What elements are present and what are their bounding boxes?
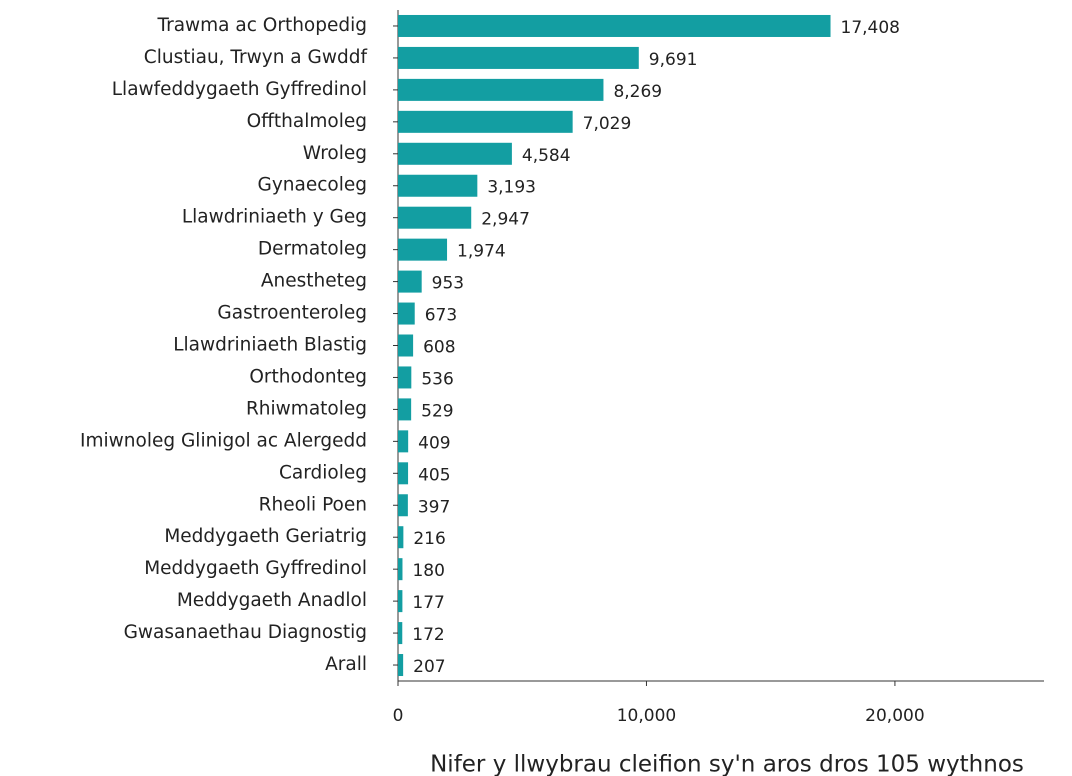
category-label: Llawdriniaeth Blastig [173, 335, 367, 356]
bar [398, 526, 404, 549]
bar [398, 494, 408, 517]
category-label: Llawdriniaeth y Geg [182, 207, 367, 228]
value-label: 397 [418, 497, 450, 517]
value-label: 216 [413, 529, 445, 549]
category-label: Anestheteg [261, 271, 367, 292]
bar [398, 46, 639, 69]
bar [398, 462, 409, 485]
bar [398, 590, 403, 613]
bar [398, 110, 573, 133]
bar [398, 430, 409, 453]
value-label: 3,193 [487, 178, 536, 198]
category-label: Orthodonteg [249, 366, 367, 387]
value-label: 2,947 [481, 210, 530, 230]
bar [398, 206, 472, 229]
value-label: 207 [413, 657, 445, 677]
bar [398, 270, 422, 293]
x-tick-label: 0 [393, 706, 404, 726]
bar [398, 14, 831, 37]
x-tick-label: 20,000 [865, 706, 924, 726]
value-label: 17,408 [841, 18, 900, 38]
bar [398, 302, 415, 325]
category-label: Wroleg [303, 143, 367, 164]
value-label: 180 [412, 561, 444, 581]
value-label: 172 [412, 625, 444, 645]
category-label: Dermatoleg [258, 239, 367, 260]
value-label: 529 [421, 401, 453, 421]
value-label: 4,584 [522, 146, 571, 166]
bar [398, 622, 403, 645]
category-label: Offthalmoleg [247, 111, 367, 132]
category-label: Gwasanaethau Diagnostig [124, 622, 367, 643]
category-label: Rhiwmatoleg [246, 398, 367, 419]
x-axis-title: Nifer y llwybrau cleifion sy'n aros dros… [430, 752, 1024, 776]
value-label: 673 [425, 306, 457, 326]
value-label: 409 [418, 433, 450, 453]
category-label: Rheoli Poen [259, 494, 367, 515]
category-label: Cardioleg [279, 462, 367, 483]
category-label: Meddygaeth Anadlol [177, 590, 367, 611]
value-label: 9,691 [649, 50, 698, 70]
x-tick-label: 10,000 [617, 706, 676, 726]
value-label: 405 [418, 465, 450, 485]
bar [398, 238, 448, 261]
value-label: 536 [421, 369, 453, 389]
category-label: Clustiau, Trwyn a Gwddf [144, 47, 368, 68]
category-label: Imiwnoleg Glinigol ac Alergedd [80, 430, 367, 451]
category-label: Trawma ac Orthopedig [157, 15, 368, 36]
bar [398, 174, 478, 197]
value-label: 1,974 [457, 242, 506, 262]
category-label: Meddygaeth Gyffredinol [144, 558, 367, 579]
value-label: 8,269 [613, 82, 662, 102]
value-label: 7,029 [583, 114, 632, 134]
value-label: 608 [423, 338, 455, 358]
category-label: Arall [325, 654, 367, 675]
bar [398, 366, 412, 389]
value-label: 177 [412, 593, 444, 613]
category-label: Gynaecoleg [258, 175, 367, 196]
bar [398, 142, 512, 165]
bar [398, 654, 404, 677]
bar [398, 558, 403, 581]
value-label: 953 [432, 274, 464, 294]
bar [398, 78, 604, 101]
bar [398, 398, 412, 421]
category-label: Llawfeddygaeth Gyffredinol [112, 79, 367, 100]
bar [398, 334, 414, 357]
category-label: Meddygaeth Geriatrig [164, 526, 367, 547]
category-label: Gastroenteroleg [217, 303, 367, 324]
